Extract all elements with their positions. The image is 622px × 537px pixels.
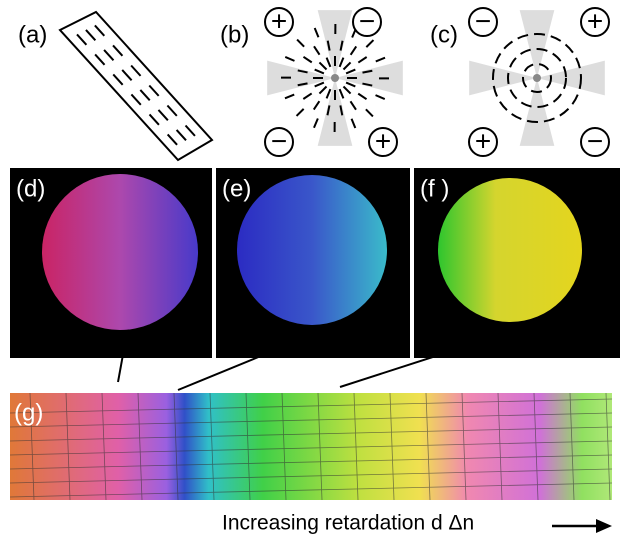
dash <box>168 134 177 144</box>
dash <box>315 70 324 74</box>
dash <box>319 62 326 69</box>
dash <box>285 95 294 99</box>
dash <box>358 94 366 100</box>
cross-arm <box>335 61 403 96</box>
dash <box>315 83 324 87</box>
dash <box>177 130 186 140</box>
sign: − <box>587 125 603 156</box>
dash <box>95 25 104 35</box>
droplet <box>42 174 198 330</box>
cross-arm <box>520 10 555 78</box>
dash <box>319 86 326 93</box>
dash <box>113 45 122 55</box>
retardation-strip <box>10 393 612 500</box>
sample-cell <box>60 12 212 160</box>
dash <box>376 95 385 99</box>
dash <box>346 83 355 87</box>
dash <box>346 70 355 74</box>
panel-label: (f ) <box>420 175 449 202</box>
dash <box>131 94 140 104</box>
dash <box>158 110 167 120</box>
dash <box>285 57 294 61</box>
sign: − <box>475 5 491 36</box>
sign: − <box>359 5 375 36</box>
dash <box>340 58 344 67</box>
dash <box>351 46 357 54</box>
dash <box>314 46 320 54</box>
dash <box>303 57 311 63</box>
dash <box>297 40 304 47</box>
dash <box>366 109 373 116</box>
dash <box>327 89 331 98</box>
cross-arm <box>469 61 537 96</box>
panel-label: (e) <box>222 175 251 202</box>
dash <box>104 50 113 60</box>
panel-label: (a) <box>18 21 47 48</box>
dash <box>303 93 311 99</box>
droplet <box>438 178 582 322</box>
director-dashes <box>77 25 195 144</box>
dash <box>376 58 385 62</box>
dash <box>140 90 149 100</box>
dash <box>343 62 350 69</box>
dash <box>340 89 344 98</box>
dash <box>77 34 86 44</box>
dash <box>327 58 331 67</box>
figure: (a) (b) (c) + − − + − + + − (d) (e) (f ) (g) In… <box>0 0 622 537</box>
sign: + <box>375 125 391 156</box>
cross-arm <box>267 61 335 96</box>
sign: + <box>587 5 603 36</box>
sign: + <box>475 125 491 156</box>
dash <box>352 119 356 128</box>
sign: − <box>271 125 287 156</box>
dash <box>358 57 366 63</box>
defect-core <box>533 74 541 82</box>
dash <box>314 119 318 128</box>
caption: Increasing retardation d Δn <box>222 512 474 535</box>
droplet <box>237 175 387 325</box>
dash <box>122 70 131 80</box>
sign: + <box>271 5 287 36</box>
panel-label: (d) <box>16 175 45 202</box>
panel-label: (c) <box>430 21 458 48</box>
dash <box>149 85 158 95</box>
dash <box>186 126 195 136</box>
dash <box>315 28 319 37</box>
dash <box>86 30 95 40</box>
arrow-head <box>596 519 612 533</box>
dash <box>131 65 140 75</box>
dash <box>297 109 304 116</box>
panel-label: (b) <box>220 21 249 48</box>
dash <box>95 54 104 64</box>
cross-arm <box>537 61 605 96</box>
dash <box>167 106 176 116</box>
cross-arm <box>318 78 353 146</box>
defect-core <box>331 74 339 82</box>
dash <box>314 101 320 109</box>
panel-label: (g) <box>14 399 43 426</box>
dash <box>113 74 122 84</box>
dash <box>150 114 159 124</box>
dash <box>350 101 356 109</box>
dash <box>343 86 350 93</box>
dash <box>366 40 373 47</box>
cross-arm <box>318 10 353 78</box>
cross-arm <box>520 78 555 146</box>
